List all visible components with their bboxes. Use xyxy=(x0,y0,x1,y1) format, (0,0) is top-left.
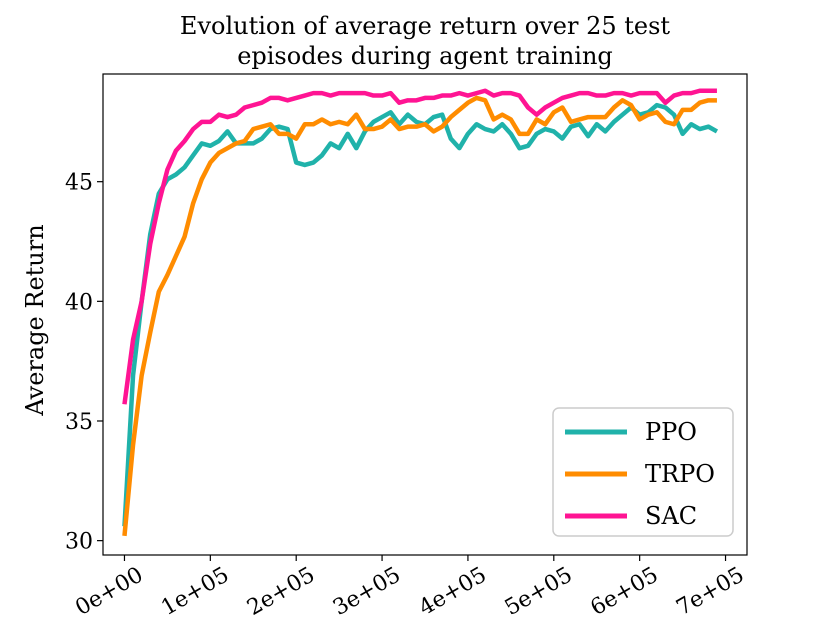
x-tick-label: 7e+05 xyxy=(672,563,748,621)
x-tick-label: 1e+05 xyxy=(157,563,233,621)
y-tick-label: 30 xyxy=(65,530,93,555)
x-tick-label: 0e+00 xyxy=(71,563,147,621)
legend-box xyxy=(552,407,734,537)
y-tick-label: 45 xyxy=(65,171,93,196)
chart-title-line-1: Evolution of average return over 25 test xyxy=(180,12,671,40)
legend-label-ppo: PPO xyxy=(645,418,697,446)
x-tick-label: 5e+05 xyxy=(501,563,577,621)
series-line-sac xyxy=(122,88,717,405)
y-axis: 30 35 40 45 xyxy=(65,171,103,555)
x-tick-label: 4e+05 xyxy=(415,563,491,621)
series-line-ppo xyxy=(122,102,719,527)
x-tick-label: 2e+05 xyxy=(243,563,319,621)
x-tick-label: 3e+05 xyxy=(329,563,405,621)
y-tick-label: 35 xyxy=(65,410,93,435)
y-tick-label: 40 xyxy=(65,290,93,315)
legend-label-sac: SAC xyxy=(645,502,697,530)
chart-title: Evolution of average return over 25 test… xyxy=(180,12,671,70)
x-axis: 0e+00 1e+05 2e+05 3e+05 4e+05 5e+05 6e+05 7e+05 xyxy=(71,555,749,621)
plot-frame xyxy=(102,73,748,556)
x-tick-label: 6e+05 xyxy=(587,563,663,621)
legend: PPO TRPO SAC xyxy=(552,407,734,537)
y-axis-label: Average Return xyxy=(21,224,49,416)
series-group xyxy=(122,88,719,537)
chart-title-line-2: episodes during agent training xyxy=(237,42,613,70)
series-line-trpo xyxy=(122,95,717,537)
legend-label-trpo: TRPO xyxy=(645,460,715,488)
